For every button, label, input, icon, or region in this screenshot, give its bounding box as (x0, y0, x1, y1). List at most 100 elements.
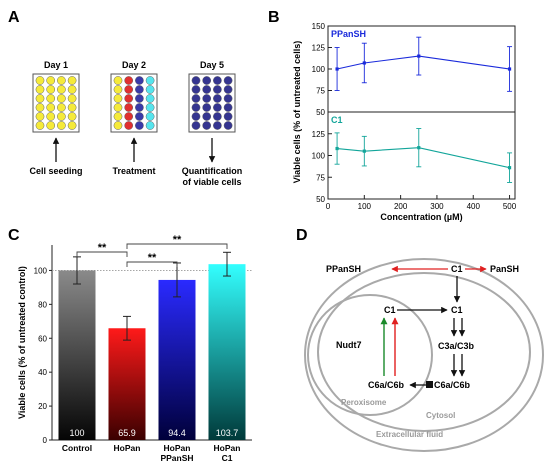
y-tick-label: 40 (38, 368, 47, 377)
label-peroxisome: Peroxisome (341, 398, 387, 407)
step-caption: Quantification (182, 166, 243, 176)
well (135, 121, 144, 130)
step-caption: Cell seeding (29, 166, 82, 176)
bar (58, 270, 96, 440)
well (35, 76, 45, 85)
x-tick-label: 300 (430, 202, 444, 211)
well (223, 76, 233, 85)
well (46, 85, 56, 94)
y-tick-label: 125 (312, 130, 326, 139)
well (57, 112, 66, 121)
significance-label: ** (173, 234, 182, 246)
well (191, 85, 201, 94)
well (67, 76, 77, 85)
label-c3a-c3b: C3a/C3b (438, 341, 475, 351)
data-point (507, 67, 512, 71)
panel-d: D PPanSH C1 PanSH C1 C1 C3a/C3b C6a/C6b … (296, 227, 544, 452)
bar-value-label: 94.4 (168, 428, 186, 438)
significance-label: ** (98, 242, 107, 254)
peroxisome-circle (307, 294, 433, 416)
cytosol-ellipse (317, 272, 531, 432)
x-tick-label: 200 (394, 202, 408, 211)
well (57, 103, 66, 112)
plate-day-label: Day 2 (122, 60, 146, 70)
well (135, 112, 144, 121)
well (202, 112, 212, 121)
well (124, 85, 134, 94)
well (145, 85, 155, 94)
label-c1-extracellular: C1 (451, 264, 463, 274)
well (213, 76, 222, 85)
well (35, 121, 45, 130)
category-label: C1 (222, 453, 233, 463)
x-axis-label: Concentration (µM) (380, 212, 462, 222)
bar-value-label: 65.9 (118, 428, 136, 438)
well (113, 94, 123, 103)
data-point (335, 146, 339, 151)
well (135, 76, 144, 85)
well (35, 103, 45, 112)
data-point (417, 146, 421, 150)
well (46, 103, 56, 112)
step-caption: of viable cells (182, 177, 241, 187)
well (67, 85, 77, 94)
data-point (362, 61, 366, 65)
well (145, 121, 155, 130)
well (124, 94, 134, 103)
panel-c: C 0 20 40 60 80 100 100 Control 65.9 HoPan 94.4 HoP… (8, 227, 252, 463)
extracellular-ellipse (304, 258, 544, 452)
well (124, 112, 134, 121)
well (46, 76, 56, 85)
well (145, 94, 155, 103)
well (202, 85, 212, 94)
x-tick-label: 500 (503, 202, 517, 211)
well (202, 103, 212, 112)
data-point (507, 166, 512, 170)
well (35, 112, 45, 121)
plate-day-label: Day 5 (200, 60, 224, 70)
series-line (337, 147, 510, 169)
bar-value-label: 100 (69, 428, 84, 438)
well (67, 112, 77, 121)
transporter-square (426, 381, 433, 388)
well (124, 103, 134, 112)
panel-a: A Day 1 Cell seeding Day 2 Treatment Day 5 Qu… (8, 9, 242, 187)
significance-label: ** (148, 252, 157, 264)
y-tick-label: 100 (312, 65, 326, 74)
y-tick-label: 80 (38, 300, 47, 309)
well (213, 112, 222, 121)
y-tick-label: 75 (316, 173, 325, 182)
series-name: PPanSH (331, 29, 366, 39)
well (202, 121, 212, 130)
plate-day-label: Day 1 (44, 60, 68, 70)
well (213, 103, 222, 112)
label-extracellular-fluid: Extracellular fluid (376, 430, 443, 439)
plot-frame (327, 111, 516, 200)
category-label: HoPan (214, 443, 241, 453)
panel-letter-d: D (296, 227, 308, 244)
well (57, 94, 66, 103)
panel-b: B 50 75 100 125 150 PPanSH 50 75 100 125 C1 0 100 200… (268, 9, 517, 222)
bar (108, 328, 146, 440)
bar (158, 279, 196, 440)
bar-value-label: 103.7 (216, 428, 239, 438)
significance-bracket (76, 251, 128, 257)
well (35, 85, 45, 94)
panel-letter-c: C (8, 227, 20, 244)
well (213, 121, 222, 130)
well (202, 94, 212, 103)
well (46, 112, 56, 121)
y-tick-label: 0 (43, 436, 48, 445)
well (191, 103, 201, 112)
well (124, 121, 134, 130)
well (191, 76, 201, 85)
well (57, 121, 66, 130)
y-tick-label: 50 (316, 195, 325, 204)
label-c6a-peroxisome: C6a/C6b (368, 380, 405, 390)
well (113, 121, 123, 130)
well (202, 76, 212, 85)
label-ppansh: PPanSH (326, 264, 361, 274)
well (113, 112, 123, 121)
